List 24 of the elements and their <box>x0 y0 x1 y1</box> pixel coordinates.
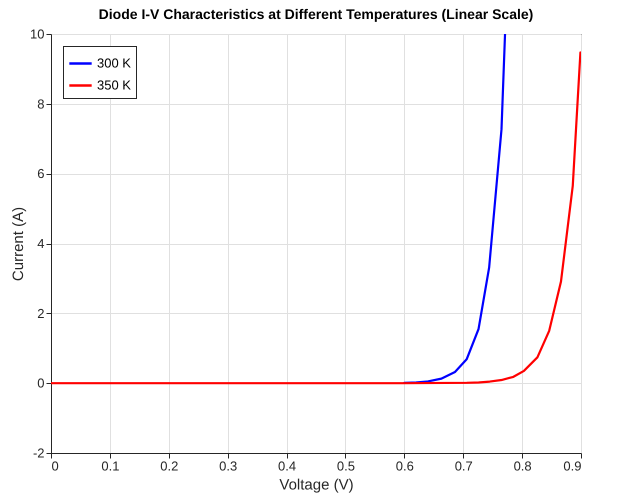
y-tick-label: 2 <box>37 306 44 321</box>
x-tick-label: 0.3 <box>219 458 238 474</box>
legend-label: 350 K <box>97 78 132 92</box>
chart-title: Diode I-V Characteristics at Different Temperatures (Linear Scale) <box>98 6 534 22</box>
x-axis-title: Voltage (V) <box>279 476 354 494</box>
x-tick-label: 0 <box>52 458 59 474</box>
legend-label: 300 K <box>97 56 132 70</box>
x-tick-label: 0.6 <box>396 458 414 474</box>
y-tick-label: 4 <box>37 236 44 251</box>
y-tick-label: 8 <box>37 96 44 112</box>
x-tick-label: 0.2 <box>160 458 178 474</box>
x-tick-label: 0.1 <box>101 458 120 474</box>
y-tick-label: -2 <box>32 446 44 460</box>
y-axis-title: Current (A) <box>10 206 28 282</box>
x-tick-label: 0.7 <box>454 458 473 474</box>
x-tick-label: 0.8 <box>514 458 532 474</box>
x-tick-label: 0.4 <box>278 458 296 474</box>
y-tick-label: 6 <box>37 166 44 182</box>
line-series <box>403 34 506 384</box>
y-tick-label: 0 <box>37 376 44 391</box>
line-series <box>51 51 581 384</box>
x-tick-label: 0.9 <box>563 458 582 474</box>
x-tick-label: 0.5 <box>336 458 355 474</box>
y-tick-label: 10 <box>30 26 44 42</box>
